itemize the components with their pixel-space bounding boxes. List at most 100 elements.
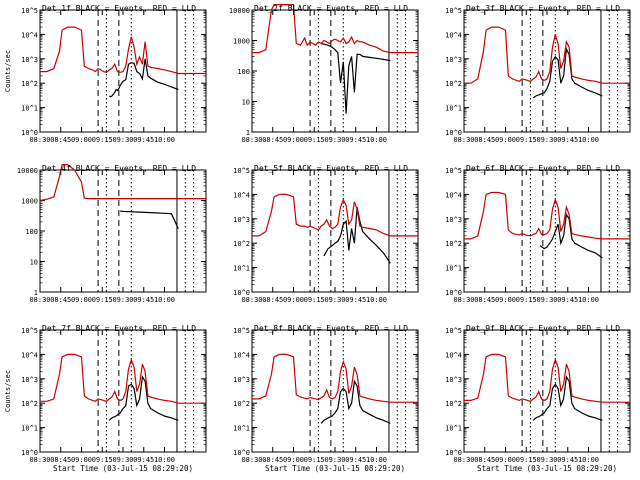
chart-panel-2: 1 10 100 1000 10000 08:30 08:45 09:00 09:15 09:30…: [229, 3, 419, 144]
plot-frame: [39, 169, 207, 293]
x-tick-label: 08:45: [474, 456, 495, 464]
y-tick-label: 10^3: [233, 216, 250, 224]
y-tick-label: 10^2: [21, 80, 38, 88]
panel-title: Det_9f BLACK = Events, RED = LLD: [466, 324, 620, 333]
plot-frame: [251, 329, 419, 453]
plot-frame: [463, 329, 631, 453]
panel-title: Det_3f BLACK = Events, RED = LLD: [466, 4, 620, 13]
chart-panel-6: 10^010^110^210^310^410^508:30 08:45 09:00 0…: [445, 164, 631, 304]
y-tick-label: 10^5: [445, 7, 462, 15]
series-line-events: [108, 58, 179, 98]
y-tick-label: 10^0: [21, 129, 38, 137]
y-tick-label: 10000: [17, 167, 38, 175]
x-tick-label: 09:30: [324, 136, 345, 144]
x-tick-label: 10:00: [366, 456, 387, 464]
y-tick-label: 10^5: [445, 167, 462, 175]
series-line-lld: [464, 26, 630, 84]
x-tick-label: 08:45: [50, 456, 71, 464]
x-tick-label: 09:30: [536, 136, 557, 144]
x-tick-label: 09:30: [324, 296, 345, 304]
x-tick-label: 08:30: [29, 136, 50, 144]
series-line-lld: [252, 3, 418, 54]
y-tick-label: 10^2: [445, 80, 462, 88]
x-tick-label: 09:15: [516, 136, 537, 144]
y-tick-label: 10^4: [233, 351, 250, 359]
y-tick-label: 10^0: [445, 129, 462, 137]
x-tick-label: 08:30: [29, 296, 50, 304]
series-line-events: [120, 210, 179, 229]
y-tick-label: 10^2: [21, 400, 38, 408]
y-tick-label: 100: [237, 68, 250, 76]
x-tick-label: 09:45: [557, 296, 578, 304]
chart-panel-4: 1 10 100 1000 10000 08:30 08:45 09:00 09:15 09:30…: [17, 164, 207, 304]
x-tick-label: 09:45: [133, 136, 154, 144]
y-tick-label: 10^1: [445, 265, 462, 273]
y-tick-label: 10^4: [445, 31, 462, 39]
x-tick-label: 10:00: [366, 296, 387, 304]
y-tick-label: 10^5: [445, 327, 462, 335]
y-tick-label: 10^4: [21, 351, 38, 359]
x-tick-label: 09:45: [345, 456, 366, 464]
y-tick-label: 10^3: [445, 56, 462, 64]
x-tick-label: 09:45: [133, 296, 154, 304]
x-tick-label: 08:30: [241, 136, 262, 144]
y-tick-label: 10000: [229, 7, 250, 15]
panel-title: Det_1f BLACK = Events, RED = LLD: [42, 4, 196, 13]
series-line-events: [320, 379, 391, 424]
x-tick-label: 10:00: [578, 136, 599, 144]
y-tick-label: 10^1: [445, 425, 462, 433]
y-tick-label: 10^4: [21, 31, 38, 39]
x-tick-label: 09:45: [345, 136, 366, 144]
x-tick-label: 08:45: [50, 296, 71, 304]
x-tick-label: 08:30: [241, 296, 262, 304]
y-tick-label: 10^5: [21, 7, 38, 15]
series-line-lld: [40, 353, 206, 404]
panel-title: Det_6f BLACK = Events, RED = LLD: [466, 164, 620, 173]
y-tick-label: 1000: [233, 38, 250, 46]
x-tick-label: 08:30: [453, 456, 474, 464]
x-tick-label: 10:00: [154, 136, 175, 144]
series-line-events: [323, 207, 391, 264]
y-tick-label: 1: [34, 289, 38, 297]
y-tick-label: 10^5: [21, 327, 38, 335]
x-tick-label: 08:30: [453, 136, 474, 144]
y-tick-label: 10^3: [21, 376, 38, 384]
y-tick-label: 10^0: [233, 449, 250, 457]
x-tick-label: 09:15: [304, 296, 325, 304]
x-tick-label: 09:15: [304, 136, 325, 144]
y-tick-label: 10^2: [445, 240, 462, 248]
y-tick-label: 10^0: [445, 449, 462, 457]
x-tick-label: 09:00: [283, 136, 304, 144]
y-tick-label: 10^1: [233, 425, 250, 433]
x-tick-label: 08:30: [241, 456, 262, 464]
series-line-lld: [252, 193, 418, 237]
chart-panel-8: 10^010^110^210^310^410^508:30 08:45 09:00 0…: [233, 324, 419, 473]
x-tick-label: 09:30: [112, 456, 133, 464]
x-tick-label: 10:00: [578, 296, 599, 304]
x-tick-label: 10:00: [154, 296, 175, 304]
plot-frame: [251, 9, 419, 133]
y-axis-label: Counts/sec: [4, 50, 12, 92]
x-tick-label: 09:00: [495, 136, 516, 144]
x-tick-label: 09:45: [557, 136, 578, 144]
series-line-lld: [464, 353, 630, 403]
x-tick-label: 08:30: [29, 456, 50, 464]
series-line-events: [539, 212, 603, 259]
plot-frame: [39, 329, 207, 453]
series-line-events: [108, 375, 179, 421]
y-tick-label: 10^4: [233, 191, 250, 199]
x-tick-label: 08:45: [50, 136, 71, 144]
x-tick-label: 08:45: [262, 136, 283, 144]
y-tick-label: 10: [30, 259, 38, 267]
x-tick-label: 10:00: [578, 456, 599, 464]
panel-title: Det_4f BLACK = Events, RED = LLD: [42, 164, 196, 173]
x-tick-label: 09:30: [536, 456, 557, 464]
panel-title: Det_2f BLACK = Events, RED = LLD: [254, 4, 408, 13]
x-tick-label: 10:00: [154, 456, 175, 464]
chart-panel-5: 10^010^110^210^310^410^508:30 08:45 09:00 0…: [233, 164, 419, 304]
x-axis-label: Start Time (03-Jul-15 08:29:20): [53, 464, 193, 473]
x-tick-label: 09:15: [92, 136, 113, 144]
y-tick-label: 1: [246, 129, 250, 137]
y-tick-label: 10^1: [445, 105, 462, 113]
x-tick-label: 09:00: [71, 296, 92, 304]
